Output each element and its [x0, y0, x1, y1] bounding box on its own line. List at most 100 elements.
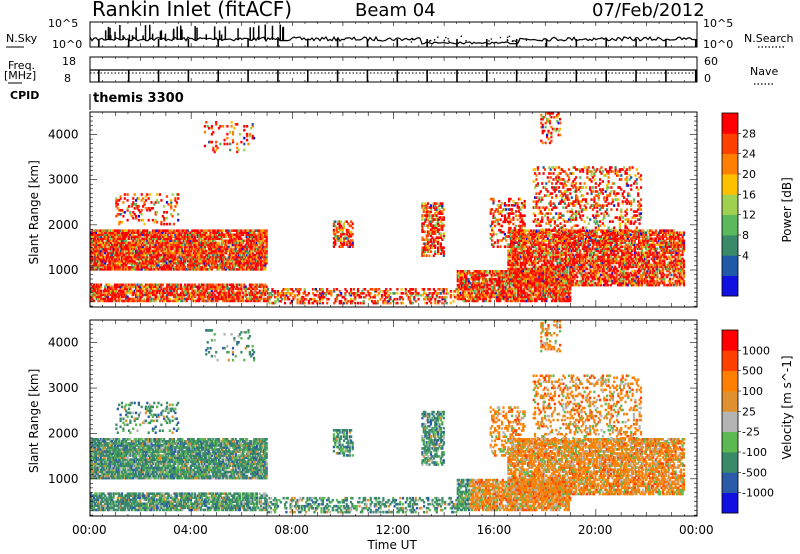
echo-cell — [514, 297, 517, 301]
echo-cell — [236, 249, 239, 253]
echo-cell — [386, 301, 389, 305]
echo-cell — [101, 237, 104, 241]
echo-cell — [139, 253, 142, 257]
echo-cell — [517, 251, 520, 255]
echo-cell — [206, 299, 209, 303]
echo-cell — [222, 249, 225, 253]
echo-cell — [157, 259, 160, 263]
echo-cell — [385, 288, 388, 291]
echo-cell — [244, 268, 247, 271]
echo-cell — [227, 261, 230, 265]
echo-cell — [129, 249, 132, 253]
echo-cell — [511, 239, 514, 243]
echo-cell — [127, 235, 131, 239]
echo-cell — [202, 283, 205, 287]
echo-cell — [546, 287, 549, 291]
echo-cell — [163, 247, 166, 251]
echo-cell — [389, 288, 392, 291]
echo-cell — [217, 268, 221, 271]
echo-cell — [135, 247, 138, 251]
echo-cell — [243, 229, 246, 232]
echo-cell — [142, 245, 145, 249]
echo-cell — [224, 293, 228, 297]
echo-cell — [498, 277, 502, 281]
echo-cell — [293, 295, 296, 299]
echo-cell — [194, 289, 197, 293]
echo-cell — [137, 268, 140, 271]
echo-cell — [111, 257, 114, 261]
echo-cell — [517, 261, 520, 265]
echo-cell — [175, 263, 178, 267]
echo-cell — [529, 279, 532, 283]
echo-cell — [189, 293, 192, 297]
echo-cell — [515, 263, 518, 267]
echo-cell — [209, 255, 212, 259]
echo-cell — [466, 287, 469, 291]
echo-cell — [150, 249, 153, 253]
echo-cell — [163, 297, 166, 301]
echo-cell — [208, 239, 211, 243]
echo-cell — [154, 243, 157, 247]
echo-cell — [126, 257, 129, 261]
echo-cell — [511, 251, 514, 255]
echo-cell — [563, 271, 566, 275]
echo-cell — [113, 233, 117, 237]
echo-cell — [203, 245, 206, 249]
echo-cell — [129, 289, 132, 293]
echo-cell — [191, 283, 194, 287]
echo-cell — [122, 283, 125, 287]
echo-cell — [143, 231, 146, 234]
echo-cell — [240, 297, 243, 301]
echo-cell — [514, 291, 517, 295]
echo-cell — [122, 295, 125, 299]
echo-cell — [116, 295, 119, 299]
echo-cell — [237, 293, 240, 297]
echo-cell — [482, 297, 485, 301]
echo-cell — [267, 299, 270, 303]
echo-cell — [170, 291, 173, 295]
echo-cell — [172, 289, 176, 293]
echo-cell — [168, 268, 171, 271]
echo-cell — [160, 233, 163, 237]
echo-cell — [113, 291, 117, 295]
echo-cell — [247, 253, 250, 257]
echo-cell — [125, 245, 128, 249]
echo-cell — [465, 293, 468, 297]
echo-cell — [188, 266, 191, 269]
echo-cell — [552, 295, 555, 299]
echo-cell — [549, 293, 552, 297]
echo-cell — [132, 266, 135, 269]
echo-cell — [120, 251, 124, 255]
echo-cell — [111, 297, 114, 301]
echo-cell — [153, 283, 156, 287]
echo-cell — [517, 271, 520, 275]
echo-cell — [187, 297, 190, 301]
echo-cell — [566, 279, 569, 283]
echo-cell — [521, 293, 524, 297]
echo-cell — [174, 283, 177, 287]
echo-cell — [362, 292, 365, 295]
echo-cell — [463, 299, 466, 303]
echo-cell — [153, 297, 156, 301]
echo-cell — [536, 285, 539, 289]
echo-cell — [161, 249, 164, 253]
echo-cell — [534, 297, 537, 301]
echo-cell — [196, 229, 199, 232]
echo-cell — [476, 277, 479, 281]
echo-cell — [149, 231, 152, 234]
echo-cell — [265, 229, 268, 232]
echo-cell — [105, 233, 108, 237]
echo-cell — [191, 291, 194, 295]
echo-cell — [321, 301, 324, 305]
echo-cell — [202, 233, 205, 237]
echo-cell — [349, 290, 353, 293]
echo-cell — [520, 279, 523, 283]
echo-cell — [164, 247, 167, 251]
echo-cell — [153, 245, 156, 249]
echo-cell — [553, 295, 556, 299]
echo-cell — [106, 233, 110, 237]
echo-cell — [244, 291, 247, 295]
echo-cell — [164, 289, 167, 293]
echo-cell — [260, 235, 263, 239]
echo-cell — [187, 295, 190, 299]
